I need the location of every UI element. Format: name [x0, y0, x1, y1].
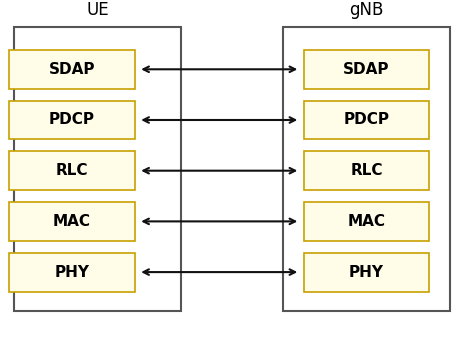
Text: gNB: gNB — [349, 1, 383, 19]
Text: PDCP: PDCP — [343, 113, 389, 127]
Bar — [9, 101, 134, 140]
Text: PHY: PHY — [54, 265, 89, 280]
Text: SDAP: SDAP — [49, 62, 95, 77]
Bar — [9, 151, 134, 190]
Bar — [303, 50, 428, 89]
Bar — [9, 50, 134, 89]
Text: SDAP: SDAP — [343, 62, 389, 77]
Text: RLC: RLC — [56, 163, 88, 178]
Bar — [303, 151, 428, 190]
Bar — [9, 202, 134, 241]
Text: PDCP: PDCP — [49, 113, 95, 127]
Bar — [303, 101, 428, 140]
Text: UE: UE — [86, 1, 108, 19]
Text: RLC: RLC — [350, 163, 382, 178]
Text: MAC: MAC — [347, 214, 385, 229]
Text: PHY: PHY — [348, 265, 383, 280]
Bar — [303, 202, 428, 241]
Bar — [303, 252, 428, 291]
Bar — [14, 27, 181, 311]
Text: MAC: MAC — [53, 214, 91, 229]
Bar — [9, 252, 134, 291]
Bar — [282, 27, 449, 311]
